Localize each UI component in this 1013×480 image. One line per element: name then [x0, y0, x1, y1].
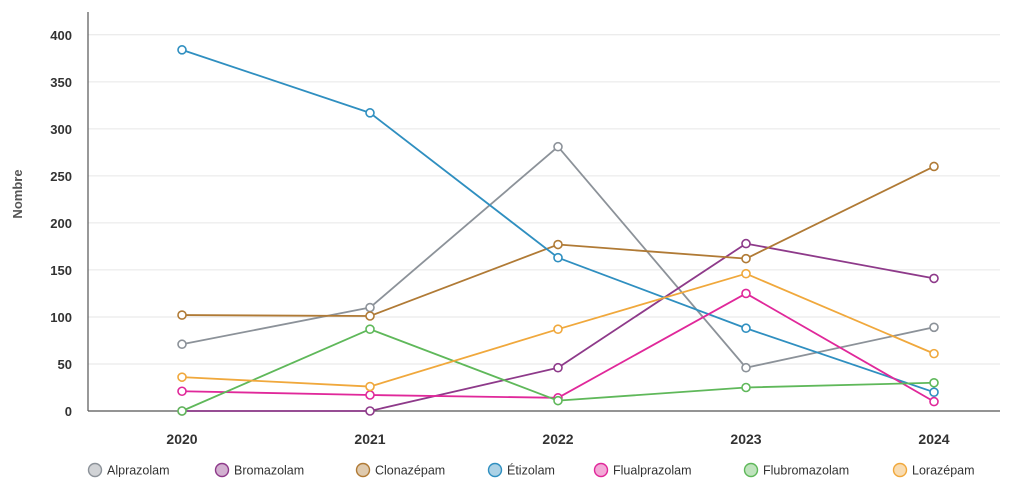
y-tick-label: 300 — [50, 122, 72, 137]
data-point[interactable] — [929, 348, 939, 359]
y-tick-label: 400 — [50, 28, 72, 43]
x-tick-label: 2020 — [166, 431, 197, 447]
y-tick-label: 250 — [50, 169, 72, 184]
legend-label: Flualprazolam — [613, 464, 692, 478]
legend-marker-icon — [593, 462, 609, 478]
legend-label: Lorazépam — [912, 464, 975, 478]
data-point[interactable] — [177, 45, 187, 55]
legend-item[interactable]: Flubromazolam — [743, 462, 850, 478]
data-point[interactable] — [177, 406, 187, 416]
x-tick-label: 2024 — [918, 431, 949, 447]
data-point[interactable] — [553, 324, 563, 334]
legend-marker-icon — [892, 462, 908, 478]
y-tick-label: 100 — [50, 310, 72, 325]
data-point[interactable] — [929, 387, 939, 397]
legend-label: Bromazolam — [234, 464, 304, 478]
legend-label: Clonazépam — [375, 464, 445, 478]
legend-item[interactable]: Bromazolam — [214, 462, 305, 478]
y-axis-ticks: 0 50 100 150 200 250 300 350 400 — [50, 28, 72, 419]
data-point[interactable] — [553, 252, 563, 263]
data-point[interactable] — [365, 108, 375, 118]
data-point[interactable] — [741, 238, 751, 249]
data-point[interactable] — [929, 377, 939, 388]
data-point[interactable] — [929, 273, 939, 284]
series-clonazépam — [177, 161, 939, 321]
data-point[interactable] — [365, 302, 375, 313]
data-point[interactable] — [929, 396, 939, 407]
legend-marker-icon — [355, 462, 371, 478]
data-point[interactable] — [365, 406, 375, 416]
data-point[interactable] — [741, 268, 751, 279]
data-point[interactable] — [177, 372, 187, 382]
x-tick-label: 2023 — [730, 431, 761, 447]
data-point[interactable] — [177, 339, 187, 350]
x-tick-label: 2022 — [542, 431, 573, 447]
x-tick-label: 2021 — [354, 431, 385, 447]
y-tick-label: 350 — [50, 75, 72, 90]
data-point[interactable] — [929, 161, 939, 172]
x-axis-ticks: 2020 2021 2022 2023 2024 — [166, 431, 949, 447]
data-point[interactable] — [741, 323, 751, 334]
data-point[interactable] — [553, 141, 563, 152]
data-point[interactable] — [177, 310, 187, 320]
data-point[interactable] — [365, 311, 375, 321]
y-tick-label: 150 — [50, 263, 72, 278]
data-point[interactable] — [553, 239, 563, 250]
gridlines — [88, 34, 1000, 365]
y-tick-label: 200 — [50, 216, 72, 231]
series-lorazépam — [177, 268, 939, 392]
legend-marker-icon — [214, 462, 230, 478]
legend: Alprazolam Bromazolam Clonazépam Étizolam Fl… — [87, 462, 975, 478]
data-point[interactable] — [553, 362, 563, 373]
data-point[interactable] — [741, 288, 751, 299]
y-axis-title: Nombre — [10, 169, 25, 218]
legend-item[interactable]: Lorazépam — [892, 462, 975, 478]
legend-marker-icon — [743, 462, 759, 478]
legend-label: Alprazolam — [107, 464, 170, 478]
legend-item[interactable]: Flualprazolam — [593, 462, 692, 478]
series-étizolam — [177, 45, 939, 397]
legend-marker-icon — [487, 462, 503, 478]
data-point[interactable] — [929, 322, 939, 333]
data-point[interactable] — [365, 324, 375, 334]
data-point[interactable] — [177, 386, 187, 397]
data-point[interactable] — [365, 390, 375, 400]
y-tick-label: 50 — [58, 357, 72, 372]
data-point[interactable] — [741, 382, 751, 393]
legend-marker-icon — [87, 462, 103, 478]
legend-item[interactable]: Clonazépam — [355, 462, 446, 478]
series-flubromazolam — [177, 324, 939, 416]
y-tick-label: 0 — [65, 404, 72, 419]
legend-label: Étizolam — [507, 463, 555, 478]
data-point[interactable] — [553, 395, 563, 406]
series-alprazolam — [177, 141, 939, 373]
legend-item[interactable]: Alprazolam — [87, 462, 170, 478]
series-lines — [177, 45, 939, 416]
legend-label: Flubromazolam — [763, 464, 849, 478]
data-point[interactable] — [741, 362, 751, 373]
legend-item[interactable]: Étizolam — [487, 462, 555, 478]
data-point[interactable] — [741, 253, 751, 264]
data-point[interactable] — [365, 381, 375, 392]
